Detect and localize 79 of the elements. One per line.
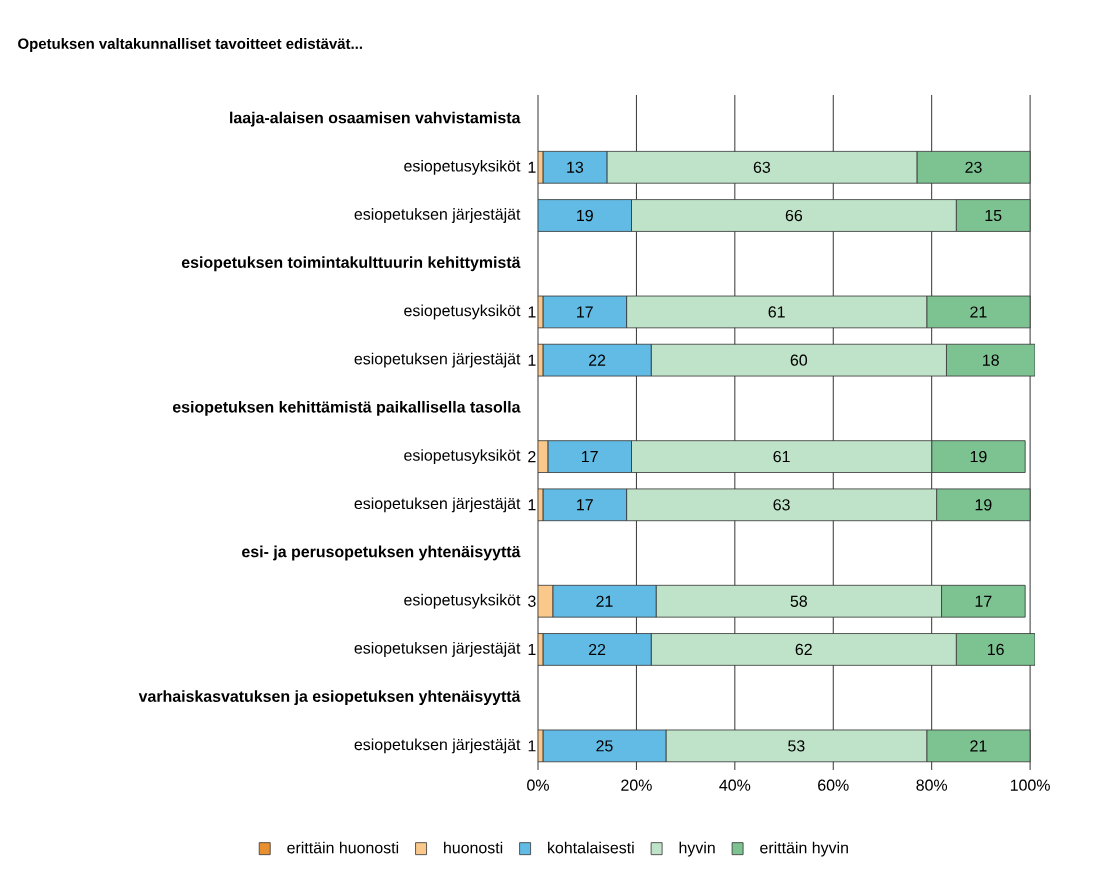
bar (538, 199, 632, 232)
y-tick-label: varhaiskasvatuksen ja esiopetuksen yhtenäisyyttä (138, 690, 521, 706)
data-label: 23 (965, 161, 982, 173)
x-tick-label: 40% (719, 779, 751, 791)
bar (542, 343, 652, 377)
data-label: 1 (528, 499, 536, 511)
y-tick-label: esiopetusyksiköt (404, 449, 521, 465)
bar (936, 488, 1031, 522)
x-tick-label: 80% (916, 779, 948, 791)
bar (955, 633, 1036, 666)
bar (542, 729, 667, 763)
data-label: 1 (528, 740, 536, 752)
y-tick-label: esi- ja perusopetuksen yhtenäisyyttä (242, 545, 521, 561)
bar (926, 729, 1031, 763)
data-label: 19 (975, 499, 992, 511)
data-label: 19 (577, 209, 593, 222)
data-label: 1 (528, 161, 536, 173)
data-label: 53 (788, 740, 805, 752)
bar (547, 440, 632, 473)
y-tick-label: esiopetuksen järjestäjät (354, 642, 521, 657)
legend-label: hyvin (679, 841, 715, 857)
legend-label: erittäin hyvin (760, 841, 848, 857)
bar (926, 295, 1031, 329)
bar (552, 584, 657, 618)
data-label: 66 (785, 209, 803, 222)
bar (946, 343, 1036, 377)
y-tick-label: esiopetuksen toimintakulttuurin kehittymistä (181, 256, 521, 272)
legend-label: kohtalaisesti (548, 841, 634, 854)
x-tick-label: 60% (818, 779, 849, 791)
data-label: 61 (768, 306, 785, 318)
bar (542, 295, 627, 329)
data-label: 18 (983, 354, 999, 366)
data-label: 22 (588, 354, 606, 366)
data-label: 21 (596, 595, 613, 607)
data-label: 60 (790, 354, 808, 366)
bar (955, 199, 1031, 232)
legend-label: huonosti (444, 841, 503, 854)
y-tick-label: esiopetuksen kehittämistä paikallisella tasolla (172, 400, 521, 416)
data-label: 16 (988, 643, 1004, 656)
data-label: 25 (596, 740, 613, 752)
data-label: 19 (970, 450, 987, 463)
y-tick-label: esiopetusyksiköt (404, 304, 521, 320)
y-tick-label: esiopetusyksiköt (404, 593, 521, 609)
bar (542, 633, 652, 666)
x-tick-label: 100% (1010, 779, 1050, 791)
legend-label: erittäin huonosti (287, 841, 399, 854)
bar (542, 488, 627, 522)
bar (542, 150, 608, 184)
bar (931, 440, 1026, 473)
text: Opetuksen valtakunnalliset tavoitteet edistävät... (18, 38, 362, 52)
data-label: 15 (985, 209, 1002, 222)
y-tick-label: esiopetuksen järjestäjät (354, 208, 521, 223)
data-label: 21 (970, 740, 987, 752)
data-label: 62 (795, 643, 812, 656)
data-label: 22 (588, 643, 606, 656)
y-tick-label: esiopetusyksiköt (404, 159, 521, 175)
bar (916, 150, 1031, 184)
data-label: 17 (577, 306, 593, 318)
data-label: 3 (528, 595, 536, 607)
data-label: 1 (528, 306, 536, 318)
data-label: 2 (528, 451, 536, 463)
y-tick-label: esiopetuksen järjestäjät (354, 497, 521, 513)
data-label: 17 (975, 595, 992, 607)
data-label: 21 (970, 306, 987, 318)
data-label: 17 (577, 499, 593, 511)
data-label: 63 (753, 161, 771, 173)
y-tick-label: laaja-alaisen osaamisen vahvistamista (230, 111, 521, 127)
bar (941, 584, 1026, 618)
y-tick-label: esiopetuksen järjestäjät (354, 738, 521, 754)
x-tick-label: 20% (621, 779, 652, 791)
y-tick-label: esiopetuksen järjestäjät (354, 352, 521, 368)
data-label: 17 (582, 451, 598, 463)
data-label: 13 (567, 161, 584, 173)
data-label: 1 (528, 643, 536, 655)
data-label: 61 (773, 450, 790, 463)
data-label: 58 (790, 595, 807, 607)
x-tick-label: 0% (527, 779, 549, 791)
data-label: 1 (528, 354, 536, 366)
data-label: 63 (773, 499, 790, 511)
